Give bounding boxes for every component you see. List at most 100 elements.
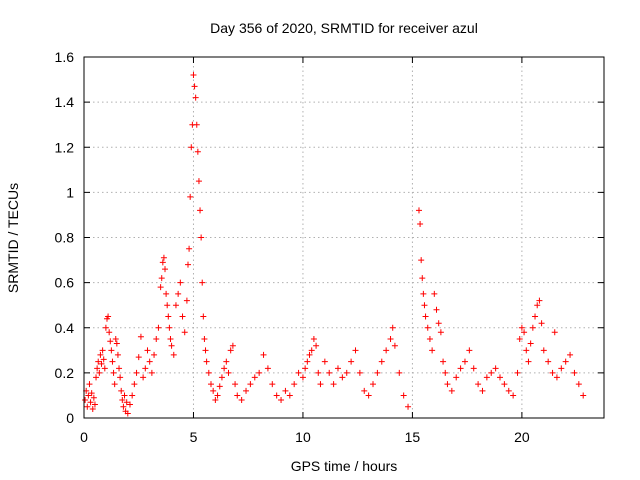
data-point — [299, 374, 306, 381]
data-point — [396, 369, 403, 376]
data-point — [269, 381, 276, 388]
data-point — [199, 279, 206, 286]
data-point — [142, 365, 149, 372]
data-point — [483, 374, 490, 381]
data-point — [295, 369, 302, 376]
data-point — [562, 358, 569, 365]
data-point — [167, 336, 174, 343]
data-point — [212, 396, 219, 403]
data-point — [197, 207, 204, 214]
data-point — [575, 381, 582, 388]
data-point — [200, 313, 207, 320]
data-point — [177, 279, 184, 286]
data-point — [551, 329, 558, 336]
y-tick-label: 0.6 — [55, 275, 75, 291]
grid — [84, 57, 604, 418]
data-point — [181, 329, 188, 336]
data-point — [221, 365, 228, 372]
data-point — [334, 365, 341, 372]
data-point — [151, 351, 158, 358]
data-point — [302, 365, 309, 372]
data-point — [99, 347, 106, 354]
data-point — [91, 401, 98, 408]
data-point — [205, 369, 212, 376]
data-point — [442, 369, 449, 376]
data-point — [194, 148, 201, 155]
data-point — [133, 369, 140, 376]
data-point — [421, 302, 428, 309]
data-point — [470, 365, 477, 372]
data-point — [308, 347, 315, 354]
data-point — [558, 365, 565, 372]
data-point — [356, 369, 363, 376]
data-point — [210, 387, 217, 394]
data-point — [525, 358, 532, 365]
data-point — [118, 387, 125, 394]
data-point — [419, 275, 426, 282]
data-point — [102, 324, 109, 331]
data-point — [238, 396, 245, 403]
x-tick-labels: 0 5 10 15 20 — [80, 429, 530, 445]
y-tick-label: 1 — [66, 184, 74, 200]
data-point — [234, 392, 241, 399]
y-tick-label: 0 — [66, 410, 74, 426]
data-point — [424, 324, 431, 331]
data-point — [383, 347, 390, 354]
data-point — [126, 401, 133, 408]
data-point — [461, 358, 468, 365]
data-point — [391, 342, 398, 349]
data-point — [415, 207, 422, 214]
plot-frame — [83, 56, 605, 419]
data-point — [326, 369, 333, 376]
data-point — [98, 360, 105, 367]
data-point — [365, 392, 372, 399]
data-point — [201, 336, 208, 343]
data-point — [108, 347, 115, 354]
data-point — [112, 336, 119, 343]
data-point — [162, 266, 169, 273]
data-point — [106, 329, 113, 336]
y-tick-label: 1.6 — [55, 49, 75, 65]
data-point — [527, 340, 534, 347]
data-point — [304, 358, 311, 365]
data-point — [378, 358, 385, 365]
data-point — [100, 356, 107, 363]
data-point — [516, 336, 523, 343]
data-point — [195, 178, 202, 185]
data-point — [315, 369, 322, 376]
data-point — [417, 220, 424, 227]
data-point — [158, 275, 165, 282]
data-point — [183, 297, 190, 304]
data-point — [435, 320, 442, 327]
data-point — [170, 351, 177, 358]
data-point — [282, 387, 289, 394]
data-point — [529, 324, 536, 331]
y-tick-label: 1.4 — [55, 94, 75, 110]
data-point — [93, 374, 100, 381]
y-axis-label: SRMTID / TECUs — [5, 183, 21, 293]
data-points — [82, 72, 587, 417]
data-point — [192, 94, 199, 101]
data-point — [330, 381, 337, 388]
data-point — [431, 290, 438, 297]
y-tick-label: 0.8 — [55, 230, 75, 246]
data-point — [273, 392, 280, 399]
data-point — [448, 387, 455, 394]
data-point — [166, 324, 173, 331]
data-point — [348, 358, 355, 365]
data-point — [418, 257, 425, 264]
data-point — [101, 365, 108, 372]
data-point — [444, 381, 451, 388]
data-point — [306, 351, 313, 358]
data-point — [534, 302, 541, 309]
data-point — [155, 324, 162, 331]
data-point — [94, 365, 101, 372]
data-point — [501, 381, 508, 388]
data-point — [175, 290, 182, 297]
data-point — [317, 381, 324, 388]
data-point — [123, 399, 130, 406]
data-point — [247, 381, 254, 388]
data-point — [185, 261, 191, 268]
data-point — [532, 313, 539, 320]
data-point — [187, 193, 194, 200]
